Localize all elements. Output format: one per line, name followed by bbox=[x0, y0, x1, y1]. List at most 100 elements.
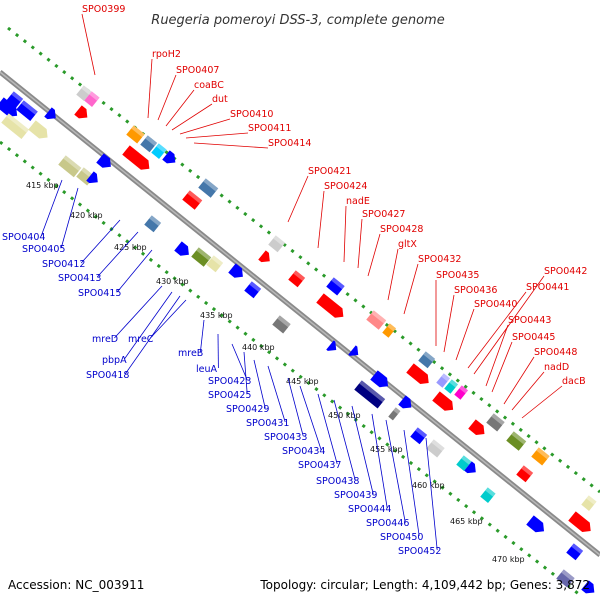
gene-feature bbox=[581, 580, 595, 594]
reverse-label-leader bbox=[425, 437, 438, 551]
accession-footer: Accession: NC_003911 bbox=[8, 578, 144, 592]
forward-label-leader bbox=[521, 385, 563, 419]
reverse-label-leader bbox=[403, 429, 420, 537]
forward-label-leader bbox=[403, 263, 419, 315]
reverse-track-guide bbox=[0, 140, 581, 597]
gene-feature bbox=[140, 135, 158, 153]
gene-feature bbox=[388, 407, 401, 421]
gene-feature bbox=[418, 351, 436, 369]
forward-label-leader bbox=[165, 89, 195, 127]
reverse-gene-label: SPO0431 bbox=[246, 418, 289, 429]
gene-feature bbox=[366, 310, 387, 330]
forward-label-leader bbox=[157, 74, 177, 121]
reverse-label-leader bbox=[231, 343, 248, 381]
reverse-gene-label: SPO0433 bbox=[264, 432, 307, 443]
reverse-label-leader bbox=[60, 187, 79, 249]
forward-gene-label: gltX bbox=[398, 239, 417, 250]
gene-feature bbox=[480, 487, 496, 503]
reverse-label-leader bbox=[116, 249, 153, 293]
gene-feature bbox=[268, 235, 286, 253]
forward-gene-label: nadE bbox=[346, 196, 370, 207]
gene-feature bbox=[1, 113, 30, 139]
forward-gene-label: coaBC bbox=[194, 80, 224, 91]
forward-gene-label: SPO0443 bbox=[508, 315, 551, 326]
kbp-tick-label: 420 kbp bbox=[70, 211, 103, 220]
forward-gene-label: nadD bbox=[544, 362, 569, 373]
reverse-gene-label: SPO0429 bbox=[226, 404, 269, 415]
kbp-tick-label: 465 kbp bbox=[450, 517, 483, 526]
forward-label-leader bbox=[147, 58, 153, 119]
forward-gene-label: SPO0445 bbox=[512, 332, 555, 343]
gene-feature bbox=[568, 511, 591, 532]
forward-gene-label: SPO0407 bbox=[176, 65, 219, 76]
gene-feature bbox=[44, 107, 56, 120]
gene-feature bbox=[58, 155, 82, 178]
reverse-gene-label: SPO0446 bbox=[366, 518, 409, 529]
forward-gene-label: SPO0399 bbox=[82, 4, 125, 15]
gene-feature bbox=[244, 281, 262, 299]
gene-feature bbox=[182, 190, 203, 210]
gene-features bbox=[0, 85, 597, 594]
gene-feature bbox=[191, 247, 212, 267]
reverse-label-leader bbox=[200, 319, 205, 353]
forward-gene-label: dut bbox=[212, 94, 228, 105]
reverse-label-leader bbox=[287, 377, 304, 437]
forward-label-leader bbox=[473, 275, 545, 375]
map-title: Ruegeria pomeroyi DSS-3, complete genome bbox=[151, 13, 444, 28]
reverse-label-leader bbox=[267, 365, 286, 423]
reverse-label-leader bbox=[351, 405, 374, 495]
gene-feature bbox=[456, 455, 472, 471]
gene-feature bbox=[506, 431, 527, 451]
gene-feature bbox=[6, 91, 24, 109]
reverse-gene-label: mreD bbox=[92, 334, 118, 345]
topology-footer: Topology: circular; Length: 4,109,442 bp… bbox=[260, 578, 590, 592]
reverse-label-leader bbox=[299, 385, 322, 451]
gene-feature bbox=[348, 345, 359, 356]
reverse-label-leader bbox=[385, 419, 406, 523]
forward-label-leader bbox=[387, 248, 399, 301]
gene-feature bbox=[96, 153, 111, 168]
reverse-label-leader bbox=[124, 295, 181, 375]
forward-gene-label: SPO0428 bbox=[380, 224, 423, 235]
forward-label-leader bbox=[193, 142, 269, 149]
reverse-gene-label: pbpA bbox=[102, 355, 127, 366]
forward-label-leader bbox=[443, 294, 455, 353]
gene-feature bbox=[258, 250, 270, 263]
forward-label-leader bbox=[503, 356, 535, 405]
kbp-tick-label: 435 kbp bbox=[200, 311, 233, 320]
gene-feature bbox=[566, 543, 584, 561]
gene-feature bbox=[406, 363, 429, 384]
reverse-gene-label: SPO0444 bbox=[348, 504, 391, 515]
forward-label-leader bbox=[343, 205, 347, 263]
reverse-gene-label: SPO0415 bbox=[78, 288, 121, 299]
forward-gene-label: dacB bbox=[562, 376, 586, 387]
gene-feature bbox=[0, 97, 18, 117]
reverse-label-leader bbox=[253, 359, 266, 409]
gene-feature bbox=[354, 380, 386, 409]
kbp-tick-label: 430 kbp bbox=[156, 277, 189, 286]
gene-feature bbox=[74, 105, 88, 119]
forward-gene-label: SPO0410 bbox=[230, 109, 273, 120]
reverse-gene-label: SPO0425 bbox=[208, 390, 251, 401]
gene-feature bbox=[144, 215, 162, 233]
gene-feature bbox=[432, 391, 454, 411]
gene-feature bbox=[84, 91, 100, 107]
forward-gene-label: SPO0441 bbox=[526, 282, 569, 293]
forward-label-leader bbox=[171, 103, 213, 131]
gene-feature bbox=[444, 379, 458, 394]
forward-label-leader bbox=[317, 190, 325, 249]
gene-feature bbox=[272, 315, 291, 334]
gene-feature bbox=[531, 447, 550, 466]
reverse-label-leader bbox=[96, 231, 139, 278]
gene-feature bbox=[206, 255, 224, 273]
gene-feature bbox=[28, 120, 48, 139]
gene-feature bbox=[76, 85, 92, 101]
kbp-tick-label: 450 kbp bbox=[328, 411, 361, 420]
reverse-label-leader bbox=[124, 291, 173, 360]
gene-feature bbox=[126, 125, 145, 144]
reverse-gene-label: SPO0412 bbox=[42, 259, 85, 270]
forward-gene-label: SPO0421 bbox=[308, 166, 351, 177]
reverse-gene-label: SPO0438 bbox=[316, 476, 359, 487]
